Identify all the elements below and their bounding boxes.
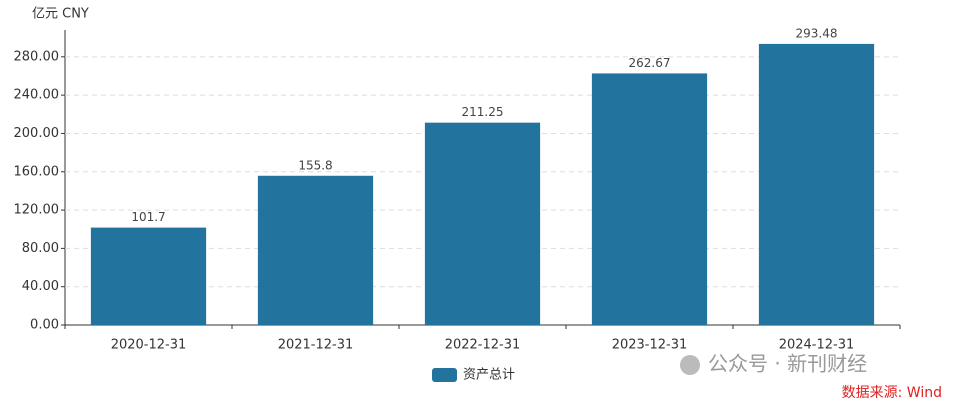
y-tick-label: 280.00 [14, 49, 60, 64]
legend-label: 资产总计 [463, 368, 515, 383]
watermark-icon [680, 355, 700, 375]
y-tick-label: 40.00 [22, 279, 59, 294]
data-label: 262.67 [629, 56, 671, 70]
y-tick-label: 160.00 [14, 164, 60, 179]
data-label: 155.8 [298, 158, 332, 172]
y-tick-label: 0.00 [30, 318, 59, 333]
bar [424, 122, 541, 325]
data-label: 101.7 [131, 210, 165, 224]
watermark: 公众号 · 新刊财经 [708, 352, 867, 376]
bar [257, 175, 374, 325]
x-tick-label: 2021-12-31 [278, 338, 354, 353]
legend-swatch [432, 368, 457, 382]
bar [591, 73, 708, 325]
x-tick-label: 2024-12-31 [779, 338, 855, 353]
data-label: 293.48 [796, 26, 838, 40]
y-tick-label: 200.00 [14, 126, 60, 141]
y-tick-label: 120.00 [14, 203, 60, 218]
x-tick-label: 2023-12-31 [612, 338, 688, 353]
source: 数据来源: Wind [842, 385, 942, 401]
data-label: 211.25 [462, 105, 504, 119]
unit-label: 亿元 CNY [32, 7, 89, 22]
x-tick-label: 2022-12-31 [445, 338, 521, 353]
bar [90, 227, 207, 325]
bar [758, 43, 875, 326]
y-tick-label: 240.00 [14, 88, 60, 103]
y-tick-label: 80.00 [22, 241, 59, 256]
x-tick-label: 2020-12-31 [111, 338, 187, 353]
